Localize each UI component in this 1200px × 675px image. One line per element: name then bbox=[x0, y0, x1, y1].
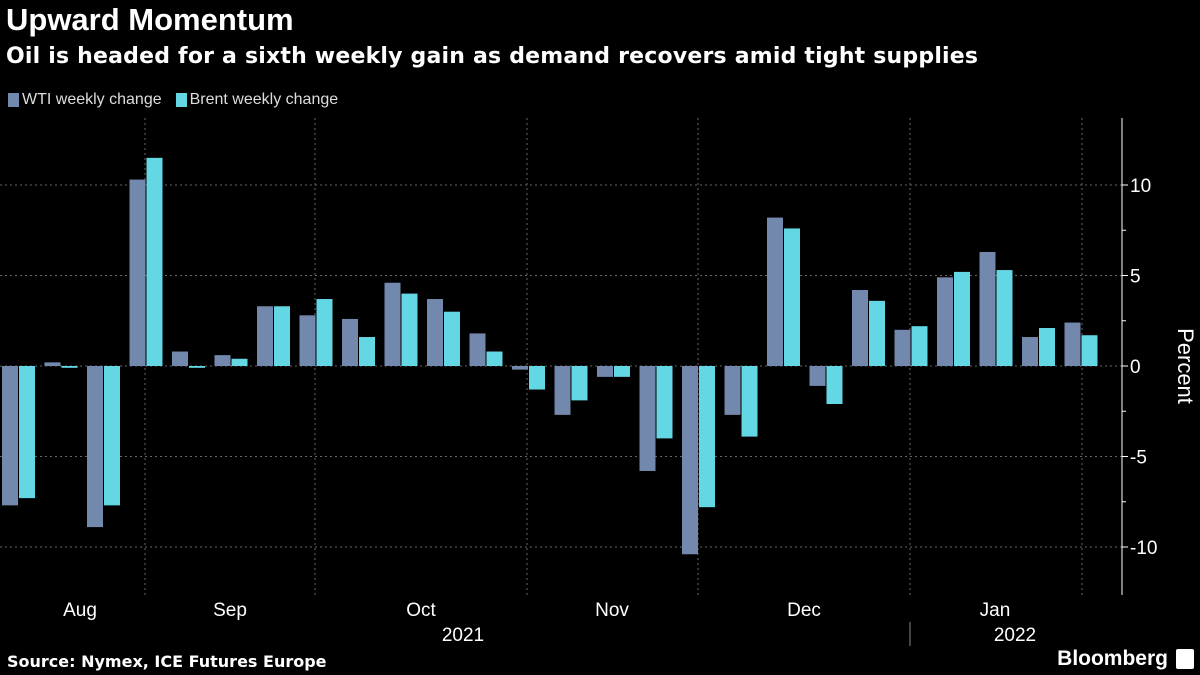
brent-bar bbox=[826, 366, 843, 405]
brent-bar bbox=[614, 366, 630, 377]
brent-bar bbox=[19, 366, 35, 499]
brent-bar bbox=[954, 271, 970, 366]
wti-bar bbox=[979, 251, 996, 366]
wti-bar bbox=[767, 217, 783, 366]
wti-bar bbox=[44, 362, 61, 366]
wti-bar bbox=[852, 289, 868, 366]
brent-bar bbox=[699, 366, 715, 508]
wti-bar bbox=[384, 282, 401, 366]
wti-bar bbox=[639, 366, 656, 471]
bloomberg-logo: Bloomberg bbox=[1057, 647, 1168, 670]
wti-bar bbox=[427, 299, 443, 366]
brent-bar bbox=[529, 366, 545, 390]
wti-bar bbox=[894, 329, 911, 366]
y-tick-label: 5 bbox=[1130, 267, 1141, 288]
brent-bar bbox=[401, 293, 418, 366]
x-month-label: Jan bbox=[980, 600, 1011, 621]
wti-bar bbox=[597, 366, 613, 377]
wti-bar bbox=[1064, 322, 1081, 366]
x-month-label: Aug bbox=[63, 600, 97, 621]
wti-bar bbox=[724, 366, 741, 415]
wti-bar bbox=[129, 179, 146, 366]
y-axis-label: Percent bbox=[1173, 328, 1198, 404]
wti-bar bbox=[257, 306, 273, 366]
legend-swatch-wti bbox=[8, 93, 19, 107]
wti-bar bbox=[214, 355, 231, 366]
brent-bar bbox=[1039, 327, 1055, 366]
brent-bar bbox=[274, 306, 290, 366]
bloomberg-chart-icon bbox=[1176, 649, 1194, 669]
brent-bar bbox=[869, 300, 885, 366]
wti-bar bbox=[682, 366, 698, 555]
wti-bar bbox=[2, 366, 18, 506]
brent-bar bbox=[104, 366, 120, 506]
wti-bar bbox=[87, 366, 103, 528]
brent-bar bbox=[784, 228, 800, 366]
brent-bar bbox=[316, 299, 333, 366]
brent-bar bbox=[1081, 335, 1098, 366]
legend-label-wti: WTI weekly change bbox=[22, 91, 162, 108]
y-tick-label: 10 bbox=[1130, 176, 1151, 197]
wti-bar bbox=[299, 315, 316, 366]
legend-item-brent: Brent weekly change bbox=[175, 91, 339, 109]
source-note: Source: Nymex, ICE Futures Europe bbox=[7, 652, 327, 671]
brent-bar bbox=[61, 366, 78, 368]
chart-title: Upward Momentum bbox=[6, 2, 294, 37]
brent-bar bbox=[741, 366, 758, 437]
wti-bar bbox=[554, 366, 571, 415]
y-tick-label: -5 bbox=[1130, 448, 1147, 469]
x-month-label: Nov bbox=[595, 600, 629, 621]
x-month-label: Sep bbox=[213, 600, 247, 621]
brent-bar bbox=[146, 157, 163, 366]
chart-subtitle: Oil is headed for a sixth weekly gain as… bbox=[6, 44, 979, 69]
brent-bar bbox=[231, 358, 248, 366]
wti-bar bbox=[1022, 337, 1038, 366]
wti-bar bbox=[342, 318, 358, 366]
x-year-label: 2022 bbox=[994, 625, 1036, 646]
brent-bar bbox=[359, 337, 375, 366]
brent-bar bbox=[656, 366, 673, 439]
y-tick-label: -10 bbox=[1130, 538, 1157, 559]
brent-bar bbox=[911, 326, 928, 366]
brent-bar bbox=[996, 270, 1013, 366]
brent-bar bbox=[189, 366, 205, 368]
legend-label-brent: Brent weekly change bbox=[189, 91, 339, 108]
wti-bar bbox=[937, 277, 953, 366]
x-month-label: Dec bbox=[787, 600, 821, 621]
brent-bar bbox=[571, 366, 588, 401]
wti-bar bbox=[512, 366, 528, 370]
y-tick-label: 0 bbox=[1130, 357, 1141, 378]
x-year-label: 2021 bbox=[442, 625, 484, 646]
legend: WTI weekly change Brent weekly change bbox=[8, 91, 338, 109]
wti-bar bbox=[469, 333, 486, 366]
wti-bar bbox=[809, 366, 826, 386]
x-month-label: Oct bbox=[406, 600, 436, 621]
legend-item-wti: WTI weekly change bbox=[8, 91, 162, 109]
brent-bar bbox=[486, 351, 503, 366]
wti-bar bbox=[172, 351, 188, 366]
legend-swatch-brent bbox=[175, 93, 187, 107]
brent-bar bbox=[444, 311, 460, 366]
